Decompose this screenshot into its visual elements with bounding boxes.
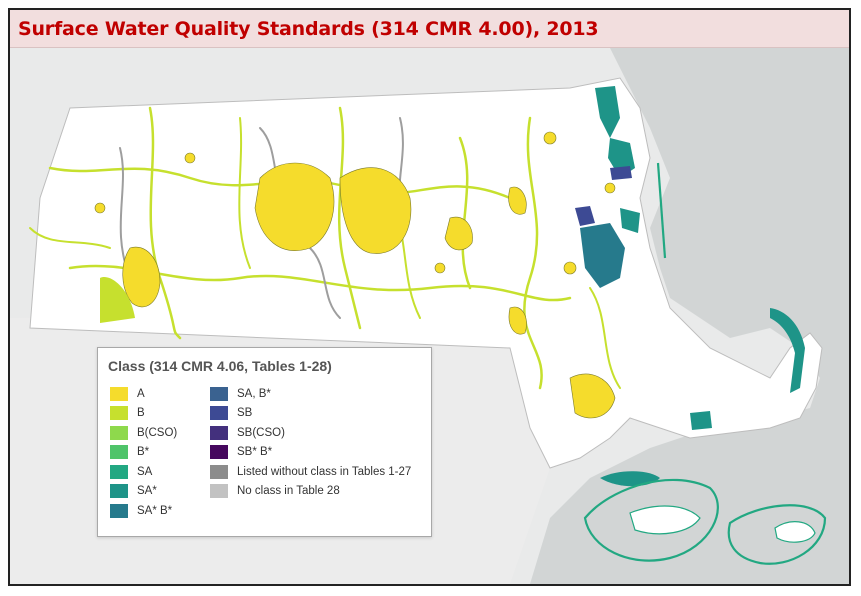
legend-label: B* [137, 446, 150, 459]
legend-swatch [210, 445, 228, 460]
legend-swatch [110, 503, 128, 518]
legend-item: SA [110, 462, 177, 482]
legend-swatch [210, 386, 228, 401]
legend-item: SB(CSO) [210, 423, 411, 443]
legend-label: SB(CSO) [237, 426, 285, 439]
legend-swatch [210, 425, 228, 440]
legend-swatch [110, 406, 128, 421]
legend-swatch [210, 484, 228, 499]
legend-label: SA* B* [137, 504, 173, 517]
legend-swatch [110, 445, 128, 460]
legend-item: SA, B* [210, 384, 411, 404]
map-frame: Surface Water Quality Standards (314 CMR… [8, 8, 851, 586]
legend-label: SA* [137, 485, 157, 498]
legend-label: A [137, 387, 145, 400]
legend-item: SB [210, 404, 411, 424]
class-sb-waters [575, 166, 632, 226]
legend-swatch [110, 484, 128, 499]
legend-title: Class (314 CMR 4.06, Tables 1-28) [108, 358, 332, 374]
legend-label: B [137, 407, 145, 420]
legend-item: B* [110, 443, 177, 463]
legend-label: Listed without class in Tables 1-27 [237, 465, 412, 478]
map-title: Surface Water Quality Standards (314 CMR… [18, 18, 599, 40]
legend-swatch [210, 406, 228, 421]
legend-label: B(CSO) [137, 426, 178, 439]
legend-label: No class in Table 28 [237, 485, 340, 498]
legend-swatch [110, 464, 128, 479]
legend-item: SB* B* [210, 443, 411, 463]
title-bar: Surface Water Quality Standards (314 CMR… [10, 10, 849, 48]
legend-label: SA, B* [237, 387, 271, 400]
islands-boundary [583, 162, 827, 565]
legend-label: SB [237, 407, 253, 420]
islands [629, 505, 816, 543]
legend-item: B(CSO) [110, 423, 177, 443]
legend-item: A [110, 384, 177, 404]
legend-item: Listed without class in Tables 1-27 [210, 462, 411, 482]
legend-column-2: SA, B* SB SB(CSO) SB* B* Listed without clas… [210, 384, 411, 501]
legend-item: No class in Table 28 [210, 482, 411, 502]
legend-item: SA* B* [110, 501, 177, 521]
class-sa-estuary [580, 223, 625, 288]
ocean [530, 48, 849, 584]
class-a-water-bodies [94, 131, 616, 419]
legend-panel: Class (314 CMR 4.06, Tables 1-28) A B B(CS… [97, 347, 432, 537]
legend-swatch [110, 386, 128, 401]
legend-item: SA* [110, 482, 177, 502]
legend-label: SB* B* [237, 446, 273, 459]
legend-swatch [110, 425, 128, 440]
legend-column-1: A B B(CSO) B* SA SA* SA* B* [110, 384, 177, 521]
legend-item: B [110, 404, 177, 424]
legend-label: SA [137, 465, 153, 478]
legend-swatch [210, 464, 228, 479]
class-b-wetlands [100, 277, 135, 323]
